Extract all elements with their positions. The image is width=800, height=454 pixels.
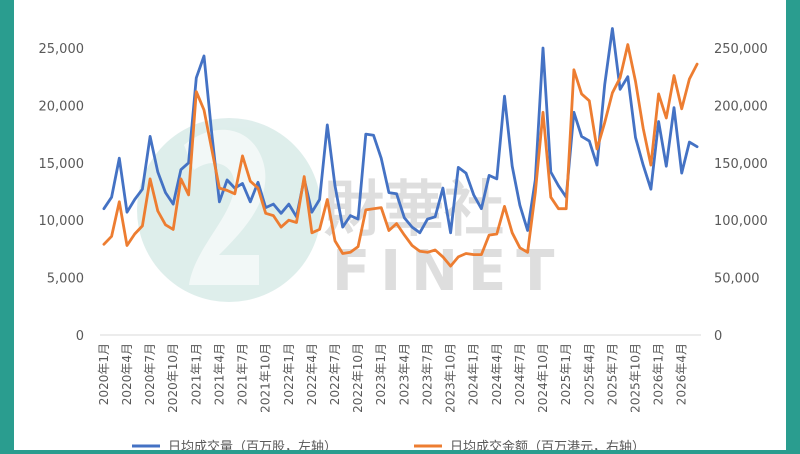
left-tick-label: 5,000	[47, 272, 84, 287]
finet-watermark-logo: 財華社 FINET	[137, 118, 564, 304]
right-tick-label: 150,000	[714, 157, 768, 172]
x-tick-label: 2021年1月	[189, 343, 203, 405]
right-tick-label: 100,000	[714, 214, 768, 229]
x-tick-label: 2026年4月	[675, 343, 689, 405]
x-tick-label: 2021年4月	[212, 343, 226, 405]
x-tick-label: 2025年7月	[605, 343, 619, 405]
right-tick-label: 0	[714, 329, 722, 344]
x-tick-label: 2020年4月	[120, 343, 134, 405]
x-tick-label: 2020年1月	[97, 343, 111, 405]
watermark-text: 財華社	[324, 175, 504, 245]
right-axis-ticks: 0 50,000 100,000 150,000 200,000 250,000	[714, 42, 768, 344]
x-tick-label: 2022年4月	[305, 343, 319, 405]
x-tick-label: 2023年1月	[374, 343, 388, 405]
series-lines	[102, 27, 699, 268]
x-tick-label: 2022年7月	[328, 343, 342, 405]
x-tick-label: 2020年10月	[166, 343, 180, 413]
x-tick-label: 2025年4月	[582, 343, 596, 405]
line-chart: 財華社 FINET 0 5,000 10,000 15,000 20,000 25,000…	[39, 27, 768, 454]
x-tick-label: 2025年1月	[559, 343, 573, 405]
series-line-left	[102, 27, 699, 235]
series-line-right	[102, 43, 699, 268]
x-tick-label: 2022年1月	[282, 343, 296, 405]
x-tick-label: 2024年7月	[513, 343, 527, 405]
x-tick-label: 2021年7月	[236, 343, 250, 405]
left-tick-label: 10,000	[39, 214, 85, 229]
legend: 日均成交量（百万股，左轴） 日均成交金额（百万港元，右轴）	[132, 439, 645, 454]
x-tick-label: 2024年4月	[490, 343, 504, 405]
x-tick-label: 2023年7月	[420, 343, 434, 405]
left-tick-label: 0	[76, 329, 84, 344]
left-tick-label: 20,000	[39, 99, 85, 114]
x-tick-label: 2023年10月	[444, 343, 458, 413]
x-tick-label: 2024年10月	[536, 343, 550, 413]
x-axis-ticks: 2020年1月 2020年4月 2020年7月 2020年10月 2021年1月 2021…	[97, 343, 689, 413]
right-tick-label: 50,000	[714, 272, 760, 287]
left-tick-label: 25,000	[39, 42, 85, 57]
watermark-subtext: FINET	[332, 239, 564, 304]
legend-label: 日均成交量（百万股，左轴）	[168, 439, 337, 450]
left-axis-ticks: 0 5,000 10,000 15,000 20,000 25,000	[39, 42, 85, 344]
right-tick-label: 200,000	[714, 99, 768, 114]
x-tick-label: 2026年1月	[652, 343, 666, 405]
legend-label: 日均成交金额（百万港元，右轴）	[450, 439, 645, 450]
x-tick-label: 2023年4月	[397, 343, 411, 405]
left-tick-label: 15,000	[39, 157, 85, 172]
x-tick-label: 2025年10月	[629, 343, 643, 413]
x-tick-label: 2022年10月	[351, 343, 365, 413]
chart-frame: 財華社 FINET 0 5,000 10,000 15,000 20,000 25,000…	[14, 0, 786, 454]
right-tick-label: 250,000	[714, 42, 768, 57]
x-tick-label: 2021年10月	[259, 343, 273, 413]
x-tick-label: 2024年1月	[467, 343, 481, 405]
x-tick-label: 2020年7月	[143, 343, 157, 405]
